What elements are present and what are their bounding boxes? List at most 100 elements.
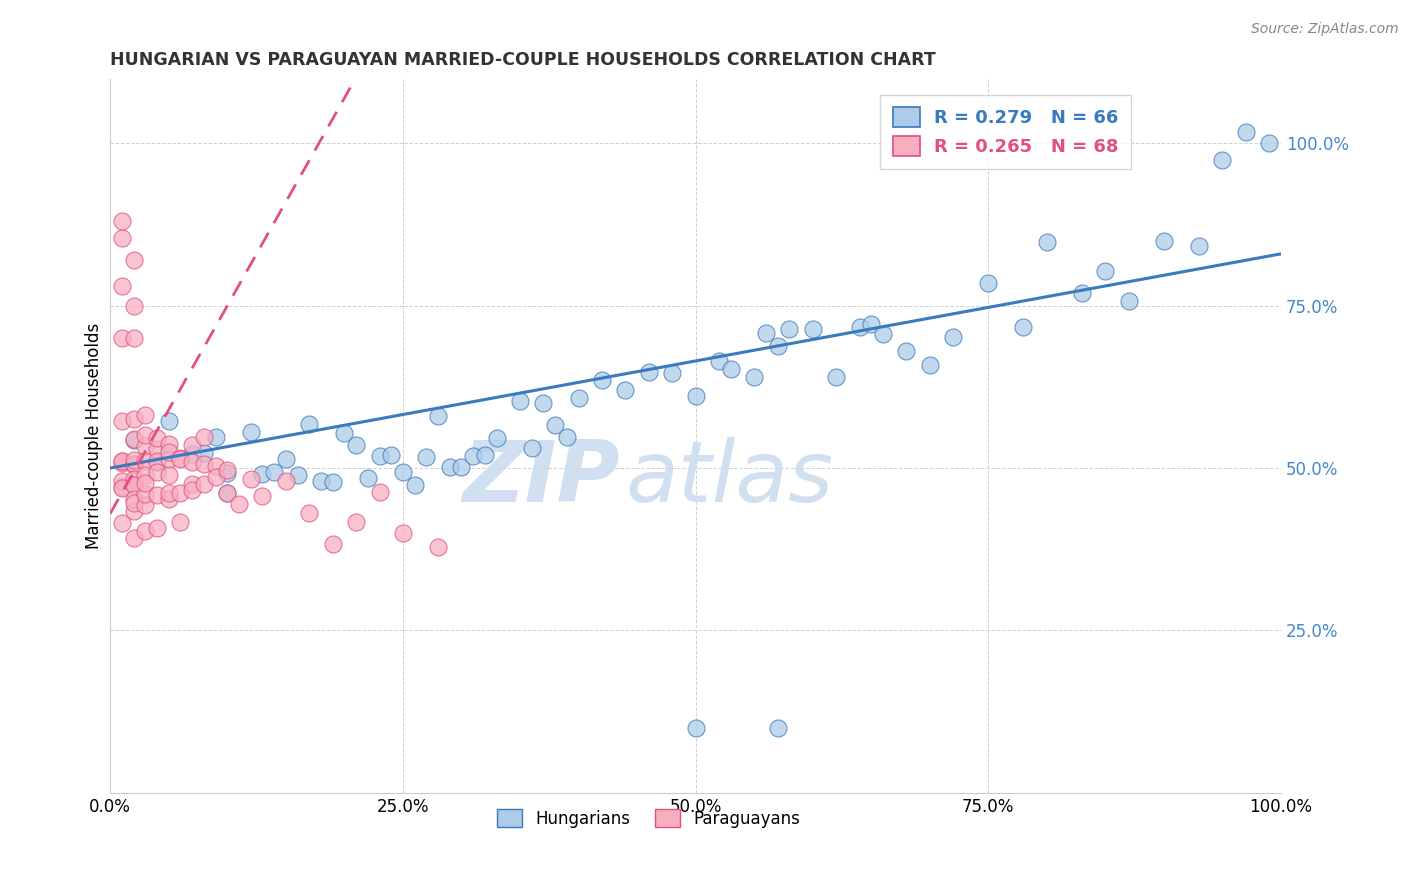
Point [122,504,145,518]
Point [122,458,145,473]
Point [181,483,204,497]
Point [157,492,180,507]
Point [146,488,169,502]
Point [157,437,180,451]
Point [169,450,191,465]
Point [239,425,262,439]
Point [134,498,156,512]
Point [1012,320,1035,334]
Point [111,454,134,468]
Point [614,383,637,397]
Point [637,365,659,379]
Point [146,442,169,456]
Point [778,322,800,336]
Point [755,326,778,340]
Point [111,454,134,468]
Point [368,485,391,500]
Text: HUNGARIAN VS PARAGUAYAN MARRIED-COUPLE HOUSEHOLDS CORRELATION CHART: HUNGARIAN VS PARAGUAYAN MARRIED-COUPLE H… [110,51,936,69]
Point [193,430,215,444]
Point [531,396,554,410]
Point [322,537,344,551]
Point [1258,136,1281,151]
Point [217,463,239,477]
Point [427,541,450,555]
Point [181,477,204,491]
Point [193,457,215,471]
Point [111,414,134,428]
Point [274,474,297,488]
Point [333,425,356,440]
Point [157,445,180,459]
Point [1234,125,1257,139]
Point [309,474,332,488]
Point [181,446,204,460]
Point [685,721,707,735]
Point [134,428,156,442]
Point [1211,153,1233,167]
Point [322,475,344,489]
Point [766,338,789,352]
Point [122,412,145,426]
Point [217,466,239,480]
Point [801,321,824,335]
Point [169,451,191,466]
Point [463,449,485,463]
Point [239,472,262,486]
Point [1036,235,1059,250]
Point [392,525,415,540]
Point [685,389,707,403]
Point [485,431,508,445]
Point [544,417,567,432]
Point [825,370,848,384]
Point [298,506,321,520]
Point [860,317,883,331]
Point [122,299,145,313]
Point [181,437,204,451]
Point [134,468,156,483]
Point [122,453,145,467]
Point [122,331,145,345]
Point [146,453,169,467]
Point [707,353,730,368]
Point [122,531,145,545]
Point [1094,264,1116,278]
Point [157,486,180,500]
Point [228,497,250,511]
Point [122,491,145,506]
Point [134,524,156,538]
Y-axis label: Married-couple Households: Married-couple Households [86,323,103,549]
Point [404,478,426,492]
Point [344,438,367,452]
Point [134,476,156,491]
Point [134,409,156,423]
Point [111,331,134,345]
Point [896,343,918,358]
Point [661,366,683,380]
Point [122,478,145,492]
Point [157,467,180,482]
Point [111,214,134,228]
Point [146,520,169,534]
Point [977,277,1000,291]
Point [217,485,239,500]
Point [380,448,402,462]
Point [134,439,156,453]
Point [427,409,450,424]
Point [122,432,145,446]
Point [122,458,145,472]
Point [157,452,180,467]
Point [392,465,415,479]
Point [122,495,145,509]
Point [111,516,134,530]
Point [263,465,285,479]
Point [252,489,274,503]
Point [122,472,145,486]
Point [181,455,204,469]
Point [122,433,145,447]
Point [872,326,894,341]
Point [848,320,870,334]
Point [274,452,297,467]
Point [217,485,239,500]
Point [111,474,134,488]
Point [134,487,156,501]
